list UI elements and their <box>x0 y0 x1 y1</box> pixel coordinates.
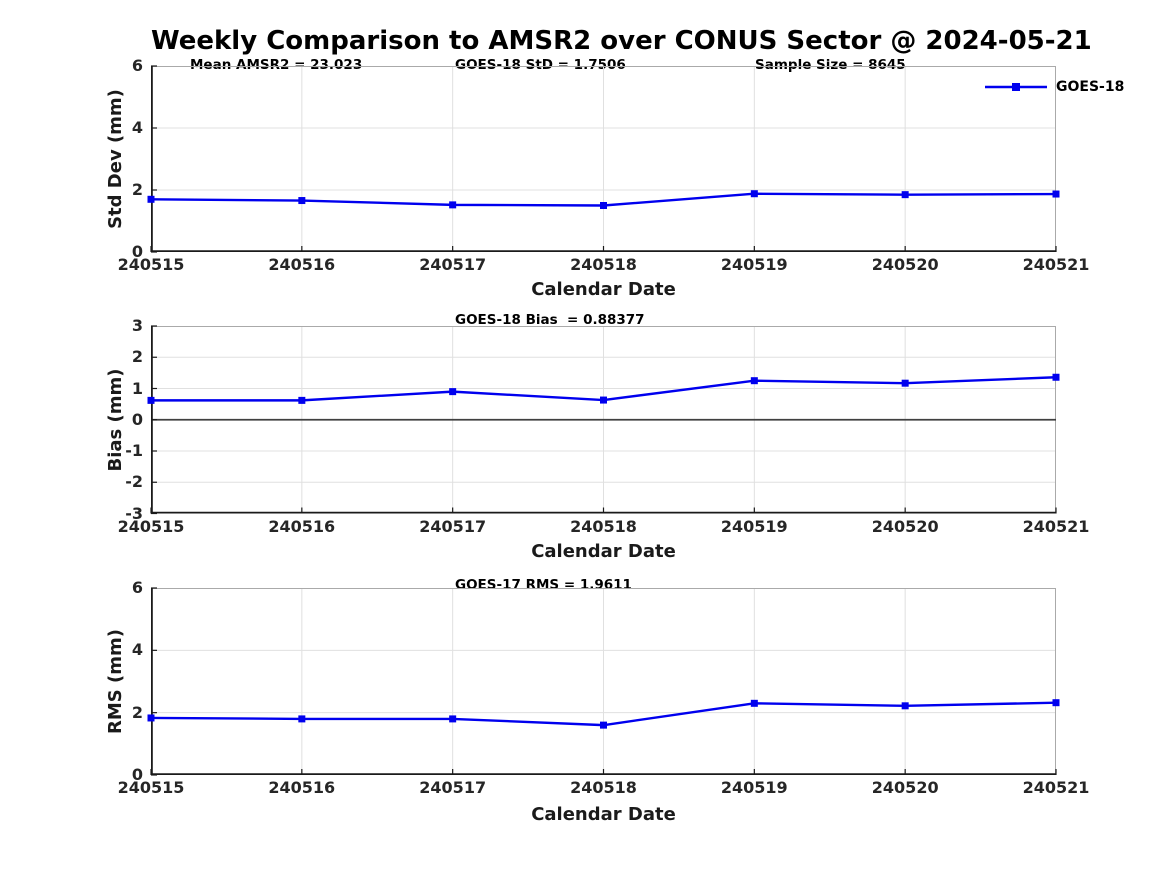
x-tick-label: 240519 <box>720 778 788 797</box>
data-point-marker <box>750 189 758 197</box>
data-point-marker <box>449 200 457 208</box>
y-tick-label: 0 <box>131 241 143 261</box>
plot-area-3 <box>147 587 1060 776</box>
figure-title: Weekly Comparison to AMSR2 over CONUS Se… <box>151 26 1092 56</box>
data-point-marker <box>147 714 155 722</box>
data-point-marker <box>1052 190 1060 198</box>
y-tick-label: 4 <box>131 640 143 660</box>
data-point-marker <box>298 396 306 404</box>
x-axis-label-3: Calendar Date <box>531 804 676 825</box>
data-point-marker <box>147 195 155 203</box>
x-tick-label: 240516 <box>268 516 336 536</box>
data-point-marker <box>600 721 607 729</box>
plot-area-1 <box>147 64 1060 253</box>
legend: GOES-18 <box>984 79 1124 95</box>
data-point-marker <box>600 396 607 404</box>
x-tick-label: 240517 <box>419 254 487 274</box>
legend-label: GOES-18 <box>1056 79 1125 95</box>
data-point-marker <box>449 388 457 396</box>
data-point-marker <box>1052 699 1060 707</box>
y-tick-label: -2 <box>125 472 143 492</box>
x-tick-label: 240520 <box>871 516 939 536</box>
plot-area-2 <box>147 325 1060 515</box>
legend-line-sample-icon <box>985 83 1047 91</box>
x-tick-label: 240516 <box>268 778 336 797</box>
y-tick-label: 6 <box>131 55 143 75</box>
data-point-marker <box>600 201 607 209</box>
y-tick-label: 2 <box>131 702 143 722</box>
y-axis-label-rms: RMS (mm) <box>105 629 126 734</box>
x-tick-label: 240515 <box>117 778 185 797</box>
x-tick-label: 240515 <box>117 516 185 536</box>
data-point-marker <box>901 379 909 387</box>
x-tick-label: 240517 <box>419 516 487 536</box>
x-axis-label-1: Calendar Date <box>531 279 676 300</box>
y-tick-label: 2 <box>131 347 143 367</box>
data-point-marker <box>750 699 758 707</box>
y-tick-label: 0 <box>131 765 143 784</box>
data-point-marker <box>750 377 758 385</box>
data-point-marker <box>449 715 457 723</box>
data-point-marker <box>147 396 155 404</box>
y-tick-label: 0 <box>131 409 143 429</box>
plot-box-border <box>151 326 1056 514</box>
plot-box-border <box>151 65 1056 252</box>
y-tick-label: 1 <box>131 378 143 398</box>
data-point-marker <box>298 715 306 723</box>
x-axis-label-2: Calendar Date <box>531 541 676 562</box>
y-tick-label: -1 <box>125 441 143 460</box>
data-point-marker <box>901 702 909 710</box>
x-tick-label: 240518 <box>570 254 637 274</box>
annotation-goes18-bias: GOES-18 Bias = 0.88377 <box>455 312 645 328</box>
y-tick-label: 2 <box>131 179 143 199</box>
x-tick-label: 240518 <box>570 778 637 797</box>
data-point-marker <box>298 196 306 204</box>
x-tick-label: 240520 <box>871 254 939 274</box>
y-axis-label-stddev: Std Dev (mm) <box>105 89 126 229</box>
y-tick-label: 6 <box>131 578 143 597</box>
x-tick-label: 240521 <box>1022 254 1090 274</box>
x-tick-label: 240516 <box>268 254 336 274</box>
x-tick-label: 240518 <box>570 516 637 536</box>
x-tick-label: 240515 <box>117 254 185 274</box>
data-point-marker <box>1052 373 1060 381</box>
annotation-goes18-std: GOES-18 StD = 1.7506 <box>455 57 626 73</box>
x-tick-label: 240519 <box>720 516 788 536</box>
plot-box-border <box>151 588 1056 775</box>
x-tick-label: 240521 <box>1022 516 1090 536</box>
annotation-mean-amsr2: Mean AMSR2 = 23.023 <box>190 57 363 73</box>
annotation-sample-size: Sample Size = 8645 <box>755 57 906 73</box>
y-tick-label: 3 <box>131 316 143 335</box>
x-tick-label: 240521 <box>1022 778 1090 797</box>
y-tick-label: -3 <box>125 503 143 523</box>
x-tick-label: 240519 <box>720 254 788 274</box>
data-point-marker <box>901 190 909 198</box>
x-tick-label: 240520 <box>871 778 939 797</box>
y-tick-label: 4 <box>131 117 143 137</box>
x-tick-label: 240517 <box>419 778 487 797</box>
